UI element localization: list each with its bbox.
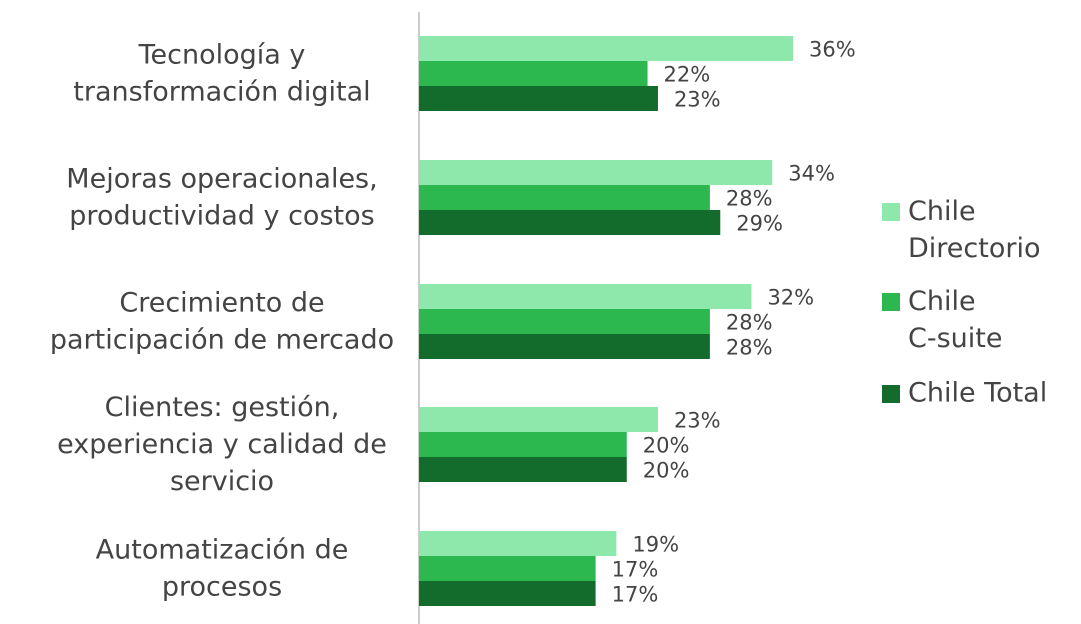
bar (419, 284, 752, 309)
legend-label: Chile C-suite (908, 286, 1002, 354)
value-label: 36% (809, 38, 856, 62)
bar (419, 556, 596, 581)
category-label: Clientes: gestión, experiencia y calidad … (57, 392, 387, 497)
bar (419, 457, 627, 482)
value-label: 29% (736, 212, 783, 236)
bar (419, 160, 773, 185)
bar (419, 334, 710, 359)
legend-swatch (882, 385, 900, 403)
bar (419, 531, 617, 556)
value-label: 20% (643, 434, 690, 458)
bar (419, 185, 710, 210)
bar (419, 432, 627, 457)
category-label: Crecimiento de participación de mercado (50, 287, 394, 355)
legend-swatch (882, 293, 900, 311)
bar (419, 581, 596, 606)
bar (419, 309, 710, 334)
value-label: 19% (632, 533, 679, 557)
value-label: 22% (664, 63, 711, 87)
value-label: 17% (612, 583, 659, 607)
value-label: 28% (726, 336, 773, 360)
bar (419, 86, 658, 111)
category-label: Mejoras operacionales, productividad y co… (66, 163, 377, 231)
value-label: 20% (643, 459, 690, 483)
value-label: 28% (726, 311, 773, 335)
legend-swatch (882, 203, 900, 221)
value-label: 32% (767, 286, 814, 310)
value-label: 34% (788, 162, 835, 186)
legend-label: Chile Directorio (908, 196, 1040, 264)
bar (419, 36, 793, 61)
value-label: 28% (726, 187, 773, 211)
category-label: Automatización de procesos (96, 534, 349, 602)
bar (419, 407, 658, 432)
bar (419, 210, 721, 235)
category-label: Tecnología y transformación digital (73, 39, 370, 107)
value-label: 17% (612, 558, 659, 582)
legend-label: Chile Total (908, 378, 1047, 409)
value-label: 23% (674, 409, 721, 433)
bar (419, 61, 648, 86)
value-label: 23% (674, 88, 721, 112)
